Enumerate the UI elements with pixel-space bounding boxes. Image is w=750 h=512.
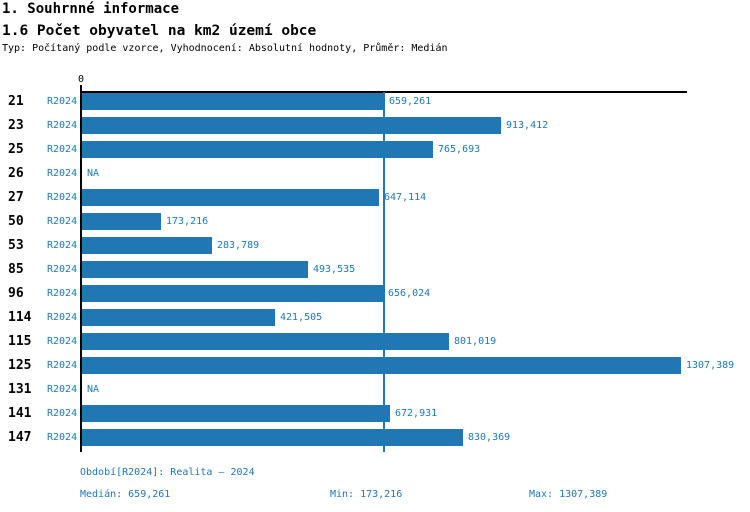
footer-max-label: Max: 1307,389 <box>529 489 608 500</box>
bar <box>82 92 384 110</box>
value-label: 672,931 <box>395 407 438 419</box>
chart-meta-line: Typ: Počítaný podle vzorce, Vyhodnocení:… <box>2 43 448 54</box>
value-label: 765,693 <box>438 143 481 155</box>
value-label: 659,261 <box>389 95 432 107</box>
value-label: 656,024 <box>388 287 431 299</box>
series-label: R2024 <box>47 431 78 443</box>
category-label: 96 <box>8 285 24 301</box>
bar <box>82 332 449 350</box>
series-label: R2024 <box>47 119 78 131</box>
footer-median-label: Medián: 659,261 <box>80 489 171 500</box>
series-label: R2024 <box>47 191 78 203</box>
bar <box>82 236 212 254</box>
value-label: 913,412 <box>506 119 549 131</box>
value-label: NA <box>87 167 100 179</box>
category-label: 125 <box>8 357 32 373</box>
bar <box>82 260 308 278</box>
bar <box>82 116 501 134</box>
value-label: 647,114 <box>384 191 427 203</box>
series-label: R2024 <box>47 311 78 323</box>
footer-period-label: Období[R2024]: Realita – 2024 <box>80 467 255 478</box>
series-label: R2024 <box>47 143 78 155</box>
category-label: 21 <box>8 93 24 109</box>
series-label: R2024 <box>47 167 78 179</box>
category-label: 147 <box>8 429 32 445</box>
value-label: 283,789 <box>217 239 260 251</box>
series-label: R2024 <box>47 239 78 251</box>
series-label: R2024 <box>47 335 78 347</box>
category-label: 141 <box>8 405 32 421</box>
value-label: 421,505 <box>280 311 323 323</box>
page-title: 1. Souhrnné informace <box>2 1 180 17</box>
category-label: 26 <box>8 165 24 181</box>
bar <box>82 356 681 374</box>
bar <box>82 284 383 302</box>
category-label: 53 <box>8 237 24 253</box>
bar <box>82 428 463 446</box>
bar <box>82 188 379 206</box>
category-label: 25 <box>8 141 24 157</box>
value-label: 173,216 <box>166 215 209 227</box>
category-label: 50 <box>8 213 24 229</box>
series-label: R2024 <box>47 215 78 227</box>
series-label: R2024 <box>47 383 78 395</box>
median-reference-line <box>383 92 385 452</box>
category-label: 23 <box>8 117 24 133</box>
value-label: 493,535 <box>313 263 356 275</box>
value-label: NA <box>87 383 100 395</box>
bar <box>82 404 390 422</box>
chart-title: 1.6 Počet obyvatel na km2 území obce <box>2 23 317 39</box>
category-label: 131 <box>8 381 32 397</box>
bar <box>82 308 275 326</box>
x-axis-zero-tick-label: 0 <box>77 74 85 85</box>
value-label: 1307,389 <box>686 359 735 371</box>
series-label: R2024 <box>47 263 78 275</box>
series-label: R2024 <box>47 407 78 419</box>
y-axis-line <box>80 85 82 452</box>
series-label: R2024 <box>47 95 78 107</box>
value-label: 801,019 <box>454 335 497 347</box>
category-label: 114 <box>8 309 32 325</box>
category-label: 27 <box>8 189 24 205</box>
value-label: 830,369 <box>468 431 511 443</box>
bar <box>82 212 161 230</box>
category-label: 115 <box>8 333 32 349</box>
bar <box>82 140 433 158</box>
footer-min-label: Min: 173,216 <box>330 489 403 500</box>
category-label: 85 <box>8 261 24 277</box>
series-label: R2024 <box>47 359 78 371</box>
series-label: R2024 <box>47 287 78 299</box>
